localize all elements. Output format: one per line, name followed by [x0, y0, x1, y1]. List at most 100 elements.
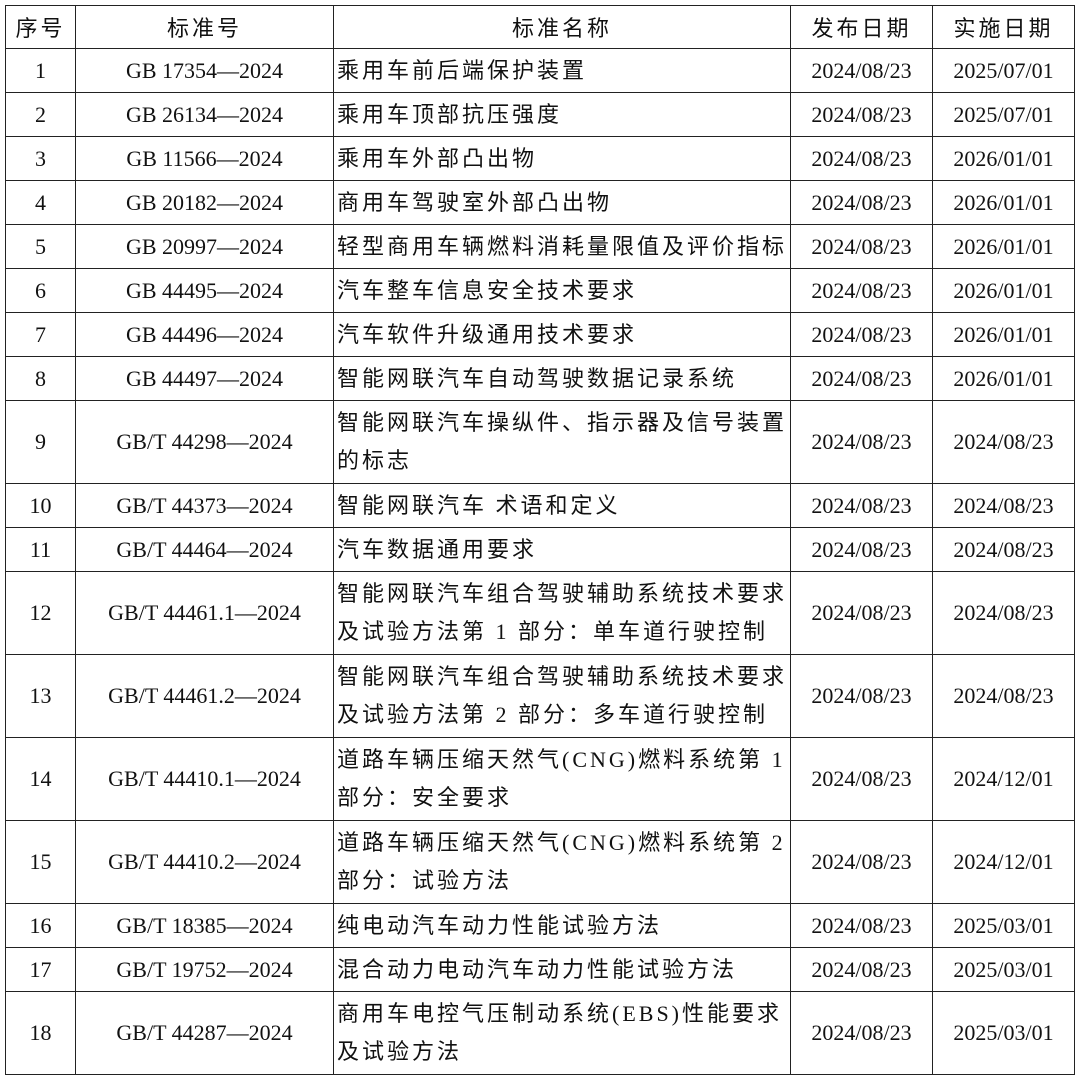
cell-effective-date: 2026/01/01 [932, 224, 1075, 269]
cell-publish-date: 2024/08/23 [790, 180, 933, 225]
cell-effective-date: 2024/08/23 [932, 571, 1075, 655]
cell-effective-date: 2026/01/01 [932, 312, 1075, 357]
cell-name: 汽车软件升级通用技术要求 [333, 312, 791, 357]
cell-publish-date: 2024/08/23 [790, 268, 933, 313]
header-row: 序号 标准号 标准名称 发布日期 实施日期 [5, 5, 1075, 49]
cell-code: GB/T 44373—2024 [75, 483, 334, 528]
cell-publish-date: 2024/08/23 [790, 903, 933, 948]
cell-code: GB/T 44298—2024 [75, 400, 334, 484]
cell-no: 14 [5, 737, 76, 821]
table-row: 15 GB/T 44410.2—2024 道路车辆压缩天然气(CNG)燃料系统第 2… [5, 820, 1075, 904]
cell-no: 5 [5, 224, 76, 269]
table-row: 4 GB 20182—2024 商用车驾驶室外部凸出物 2024/08/23 2026/… [5, 180, 1075, 225]
cell-name: 混合动力电动汽车动力性能试验方法 [333, 947, 791, 992]
cell-no: 7 [5, 312, 76, 357]
cell-effective-date: 2025/07/01 [932, 48, 1075, 93]
cell-code: GB/T 44461.2—2024 [75, 654, 334, 738]
header-effective-date: 实施日期 [932, 5, 1075, 49]
cell-code: GB 20182—2024 [75, 180, 334, 225]
cell-name: 智能网联汽车 术语和定义 [333, 483, 791, 528]
cell-name: 汽车整车信息安全技术要求 [333, 268, 791, 313]
cell-publish-date: 2024/08/23 [790, 737, 933, 821]
cell-effective-date: 2026/01/01 [932, 136, 1075, 181]
cell-code: GB 20997—2024 [75, 224, 334, 269]
header-code: 标准号 [75, 5, 334, 49]
cell-effective-date: 2024/08/23 [932, 527, 1075, 572]
cell-code: GB 44496—2024 [75, 312, 334, 357]
table-row: 7 GB 44496—2024 汽车软件升级通用技术要求 2024/08/23 2026… [5, 312, 1075, 357]
cell-code: GB/T 44410.1—2024 [75, 737, 334, 821]
cell-code: GB/T 19752—2024 [75, 947, 334, 992]
cell-effective-date: 2024/08/23 [932, 483, 1075, 528]
cell-name: 智能网联汽车操纵件、指示器及信号装置 的标志 [333, 400, 791, 484]
cell-code: GB/T 44410.2—2024 [75, 820, 334, 904]
cell-effective-date: 2026/01/01 [932, 268, 1075, 313]
cell-no: 6 [5, 268, 76, 313]
standards-table: 序号 标准号 标准名称 发布日期 实施日期 1 GB 17354—2024 乘用车前… [5, 5, 1075, 1075]
cell-publish-date: 2024/08/23 [790, 312, 933, 357]
cell-no: 16 [5, 903, 76, 948]
cell-publish-date: 2024/08/23 [790, 136, 933, 181]
cell-name: 乘用车前后端保护装置 [333, 48, 791, 93]
cell-name: 道路车辆压缩天然气(CNG)燃料系统第 1 部分：安全要求 [333, 737, 791, 821]
cell-publish-date: 2024/08/23 [790, 92, 933, 137]
table-row: 6 GB 44495—2024 汽车整车信息安全技术要求 2024/08/23 2026… [5, 268, 1075, 313]
cell-code: GB/T 44464—2024 [75, 527, 334, 572]
table-row: 2 GB 26134—2024 乘用车顶部抗压强度 2024/08/23 2025/07… [5, 92, 1075, 137]
cell-no: 11 [5, 527, 76, 572]
cell-no: 18 [5, 991, 76, 1075]
cell-publish-date: 2024/08/23 [790, 48, 933, 93]
cell-effective-date: 2025/03/01 [932, 903, 1075, 948]
cell-no: 3 [5, 136, 76, 181]
table-row: 8 GB 44497—2024 智能网联汽车自动驾驶数据记录系统 2024/08/23… [5, 356, 1075, 401]
cell-name: 智能网联汽车组合驾驶辅助系统技术要求 及试验方法第 2 部分：多车道行驶控制 [333, 654, 791, 738]
cell-effective-date: 2025/07/01 [932, 92, 1075, 137]
cell-name: 乘用车外部凸出物 [333, 136, 791, 181]
cell-no: 13 [5, 654, 76, 738]
table-row: 12 GB/T 44461.1—2024 智能网联汽车组合驾驶辅助系统技术要求 及试… [5, 571, 1075, 655]
cell-publish-date: 2024/08/23 [790, 224, 933, 269]
cell-code: GB 44495—2024 [75, 268, 334, 313]
cell-code: GB 44497—2024 [75, 356, 334, 401]
cell-name: 商用车驾驶室外部凸出物 [333, 180, 791, 225]
cell-no: 17 [5, 947, 76, 992]
cell-publish-date: 2024/08/23 [790, 947, 933, 992]
header-publish-date: 发布日期 [790, 5, 933, 49]
table-row: 18 GB/T 44287—2024 商用车电控气压制动系统(EBS)性能要求 及试… [5, 991, 1075, 1075]
table-row: 1 GB 17354—2024 乘用车前后端保护装置 2024/08/23 2025/0… [5, 48, 1075, 93]
cell-publish-date: 2024/08/23 [790, 571, 933, 655]
table-row: 10 GB/T 44373—2024 智能网联汽车 术语和定义 2024/08/23 2… [5, 483, 1075, 528]
cell-effective-date: 2026/01/01 [932, 356, 1075, 401]
cell-name: 轻型商用车辆燃料消耗量限值及评价指标 [333, 224, 791, 269]
cell-code: GB 17354—2024 [75, 48, 334, 93]
cell-code: GB/T 44287—2024 [75, 991, 334, 1075]
cell-name: 汽车数据通用要求 [333, 527, 791, 572]
cell-effective-date: 2026/01/01 [932, 180, 1075, 225]
table-row: 11 GB/T 44464—2024 汽车数据通用要求 2024/08/23 2024/… [5, 527, 1075, 572]
cell-no: 4 [5, 180, 76, 225]
cell-effective-date: 2025/03/01 [932, 947, 1075, 992]
cell-effective-date: 2024/08/23 [932, 654, 1075, 738]
cell-publish-date: 2024/08/23 [790, 991, 933, 1075]
cell-publish-date: 2024/08/23 [790, 820, 933, 904]
table-row: 5 GB 20997—2024 轻型商用车辆燃料消耗量限值及评价指标 2024/08/… [5, 224, 1075, 269]
cell-publish-date: 2024/08/23 [790, 654, 933, 738]
table-row: 17 GB/T 19752—2024 混合动力电动汽车动力性能试验方法 2024/08… [5, 947, 1075, 992]
cell-code: GB 26134—2024 [75, 92, 334, 137]
header-name: 标准名称 [333, 5, 791, 49]
table-row: 9 GB/T 44298—2024 智能网联汽车操纵件、指示器及信号装置 的标志 20… [5, 400, 1075, 484]
cell-name: 智能网联汽车自动驾驶数据记录系统 [333, 356, 791, 401]
cell-no: 10 [5, 483, 76, 528]
table-row: 16 GB/T 18385—2024 纯电动汽车动力性能试验方法 2024/08/23… [5, 903, 1075, 948]
cell-name: 商用车电控气压制动系统(EBS)性能要求 及试验方法 [333, 991, 791, 1075]
table-row: 13 GB/T 44461.2—2024 智能网联汽车组合驾驶辅助系统技术要求 及试… [5, 654, 1075, 738]
cell-name: 道路车辆压缩天然气(CNG)燃料系统第 2 部分：试验方法 [333, 820, 791, 904]
cell-no: 9 [5, 400, 76, 484]
cell-code: GB 11566—2024 [75, 136, 334, 181]
table-row: 3 GB 11566—2024 乘用车外部凸出物 2024/08/23 2026/01/… [5, 136, 1075, 181]
cell-no: 8 [5, 356, 76, 401]
cell-no: 12 [5, 571, 76, 655]
cell-effective-date: 2025/03/01 [932, 991, 1075, 1075]
cell-code: GB/T 44461.1—2024 [75, 571, 334, 655]
cell-code: GB/T 18385—2024 [75, 903, 334, 948]
